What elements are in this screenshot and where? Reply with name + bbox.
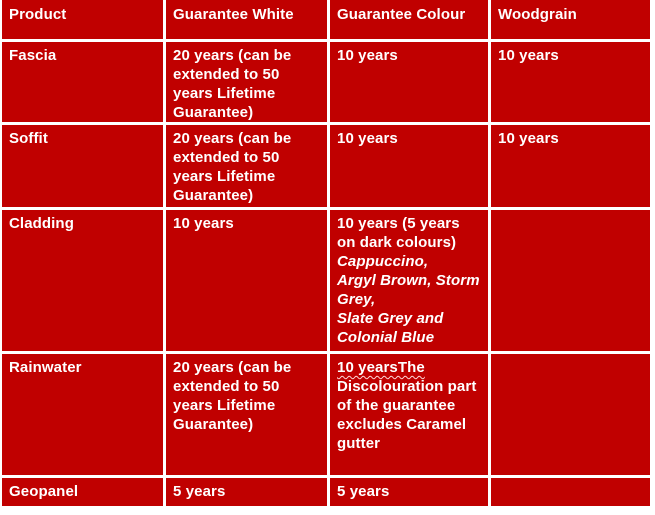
- text-segment: 10 yearsThe: [337, 359, 425, 376]
- guarantee-white-cell: 20 years (can be extended to 50 years Li…: [166, 125, 327, 207]
- text-segment: Cappuccino, Argyl Brown, Storm Grey, Sla…: [337, 253, 480, 346]
- text-segment: Discolouration part of the guarantee exc…: [337, 378, 477, 452]
- guarantee-white-cell: 10 years: [166, 210, 327, 351]
- guarantee-white-cell: 20 years (can be extended to 50 years Li…: [166, 42, 327, 122]
- text-segment: 20 years (can be extended to 50 years Li…: [173, 359, 292, 433]
- guarantee-white-cell: 5 years: [166, 478, 327, 506]
- woodgrain-cell: [491, 210, 650, 351]
- guarantee-colour-cell: 10 years: [330, 125, 488, 207]
- text-segment: 10 years: [337, 47, 398, 64]
- guarantee-colour-cell: 10 years (5 years on dark colours) Cappu…: [330, 210, 488, 351]
- text-segment: 5 years: [173, 483, 226, 500]
- woodgrain-cell: [491, 478, 650, 506]
- text-segment: 5 years: [337, 483, 390, 500]
- text-segment: 10 years: [173, 215, 234, 232]
- guarantee-colour-cell: 10 years: [330, 42, 488, 122]
- product-cell: Cladding: [2, 210, 163, 351]
- product-cell: Geopanel: [2, 478, 163, 506]
- woodgrain-cell: [491, 354, 650, 475]
- text-segment: 10 years: [337, 130, 398, 147]
- column-header-guarantee-colour: Guarantee Colour: [330, 0, 488, 39]
- column-header-guarantee-white: Guarantee White: [166, 0, 327, 39]
- text-segment: 10 years (5 years on dark colours): [337, 215, 460, 251]
- text-segment: 20 years (can be extended to 50 years Li…: [173, 130, 292, 204]
- product-cell: Soffit: [2, 125, 163, 207]
- woodgrain-cell: 10 years: [491, 125, 650, 207]
- woodgrain-cell: 10 years: [491, 42, 650, 122]
- product-cell: Rainwater: [2, 354, 163, 475]
- guarantee-table: Product Guarantee White Guarantee Colour Wo…: [0, 0, 650, 506]
- text-segment: 10 years: [498, 47, 559, 64]
- guarantee-colour-cell: 10 yearsThe Discolouration part of the g…: [330, 354, 488, 475]
- product-cell: Fascia: [2, 42, 163, 122]
- guarantee-white-cell: 20 years (can be extended to 50 years Li…: [166, 354, 327, 475]
- text-segment: 10 years: [498, 130, 559, 147]
- column-header-product: Product: [2, 0, 163, 39]
- text-segment: 20 years (can be extended to 50 years Li…: [173, 47, 292, 121]
- column-header-woodgrain: Woodgrain: [491, 0, 650, 39]
- guarantee-colour-cell: 5 years: [330, 478, 488, 506]
